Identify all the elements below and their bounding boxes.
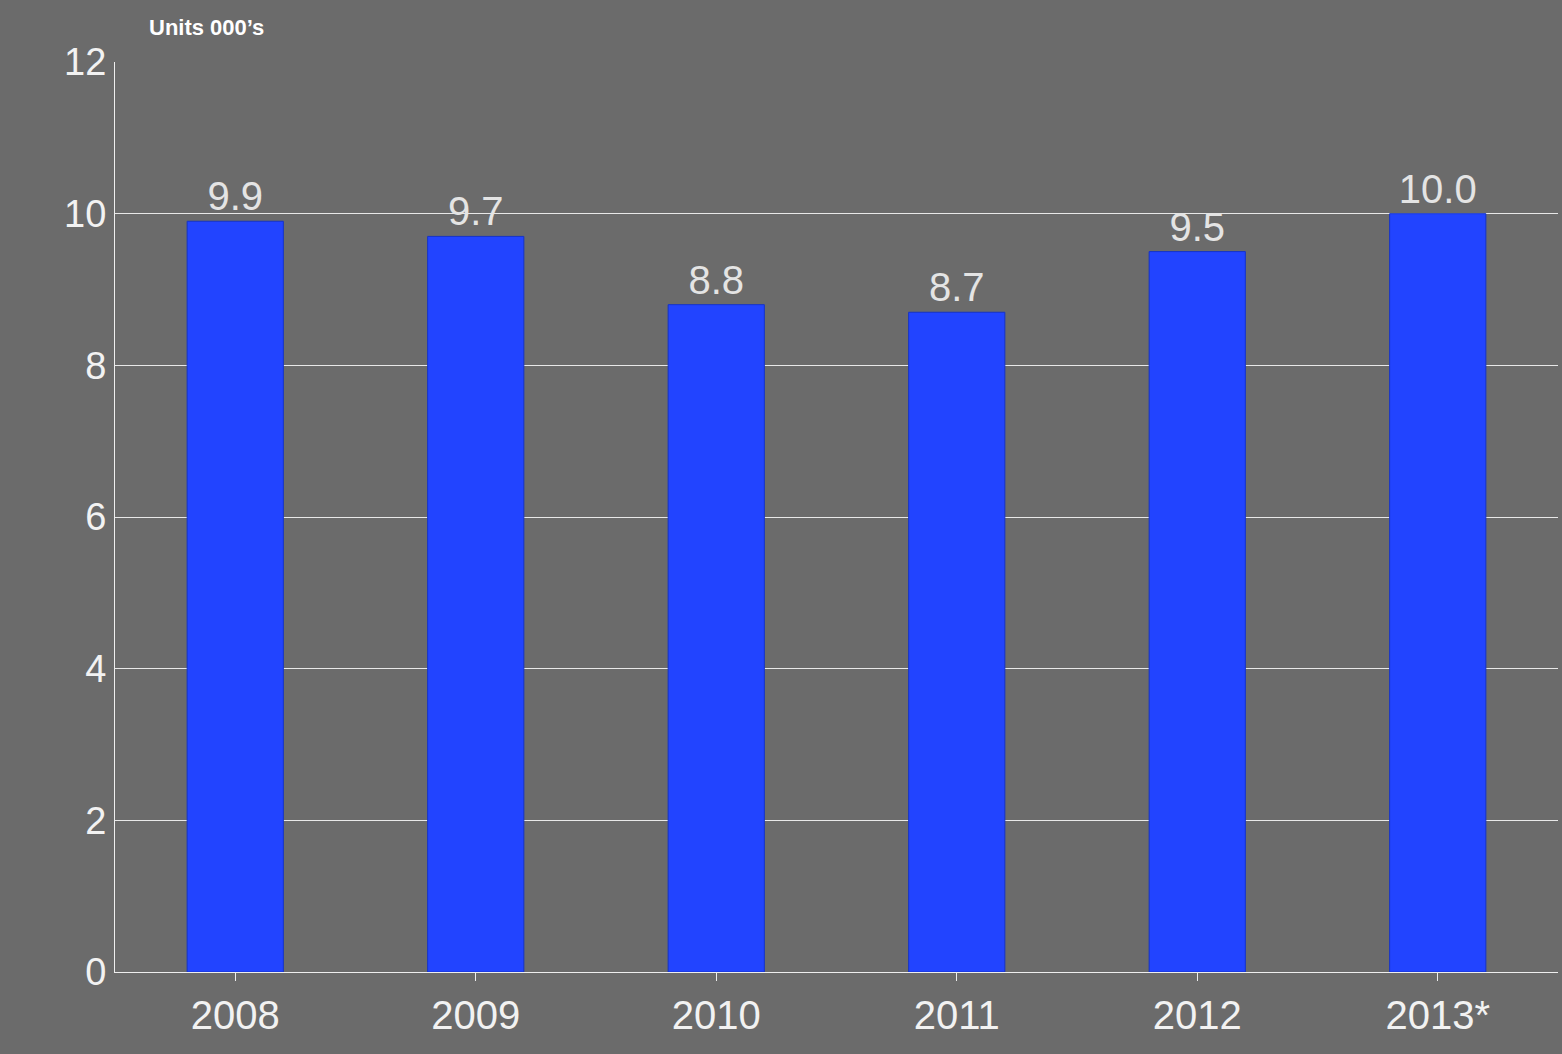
svg-text:2011: 2011 — [914, 993, 1000, 1037]
svg-text:2008: 2008 — [191, 993, 280, 1037]
svg-text:6: 6 — [85, 496, 106, 538]
svg-text:9.5: 9.5 — [1169, 205, 1225, 249]
svg-text:9.9: 9.9 — [207, 174, 263, 218]
svg-text:2009: 2009 — [431, 993, 520, 1037]
svg-text:2: 2 — [85, 800, 106, 842]
svg-text:2010: 2010 — [672, 993, 761, 1037]
svg-text:10: 10 — [64, 193, 106, 235]
svg-text:Units 000’s: Units 000’s — [149, 15, 264, 40]
svg-text:10.0: 10.0 — [1399, 167, 1477, 211]
svg-text:8.8: 8.8 — [688, 258, 744, 302]
svg-text:9.7: 9.7 — [448, 189, 504, 233]
svg-text:2013*: 2013* — [1385, 993, 1490, 1037]
svg-text:12: 12 — [64, 41, 106, 83]
svg-text:4: 4 — [85, 648, 106, 690]
svg-text:8: 8 — [85, 345, 106, 387]
svg-text:2012: 2012 — [1153, 993, 1242, 1037]
svg-text:0: 0 — [85, 951, 106, 993]
svg-text:8.7: 8.7 — [929, 265, 985, 309]
